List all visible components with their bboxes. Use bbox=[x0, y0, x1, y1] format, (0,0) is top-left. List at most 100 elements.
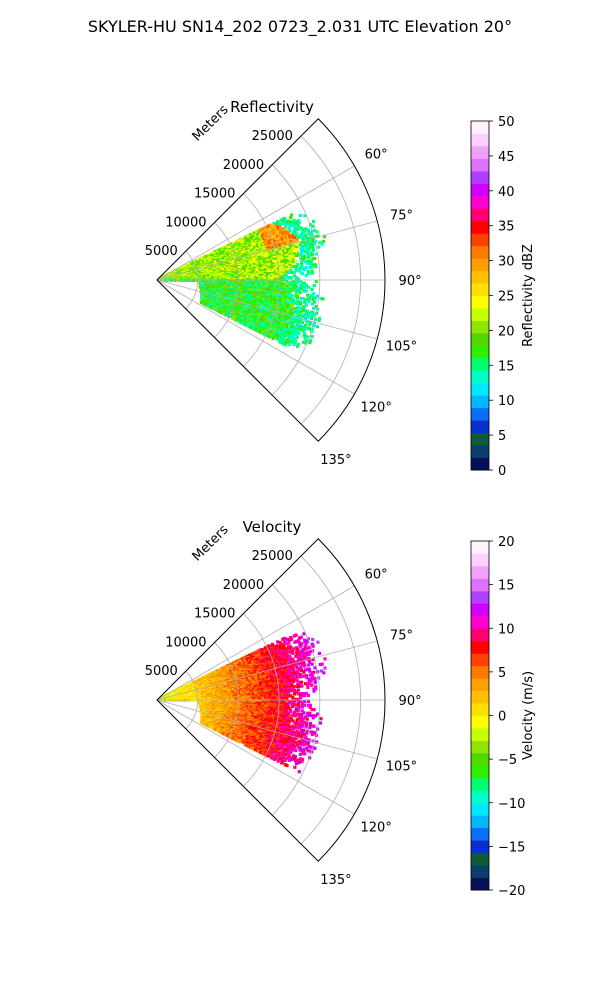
echo-gate bbox=[206, 304, 211, 308]
echo-gate bbox=[287, 283, 291, 287]
echo-gate bbox=[285, 248, 290, 252]
echo-gate bbox=[283, 324, 287, 329]
echo-gate bbox=[290, 315, 294, 319]
echo-gate bbox=[257, 264, 261, 268]
echo-gate bbox=[283, 343, 287, 347]
echo-gate bbox=[279, 233, 283, 238]
colorbar-swatch bbox=[471, 270, 489, 284]
echo-gate bbox=[279, 333, 283, 337]
echo-gate bbox=[282, 315, 286, 319]
echo-gate bbox=[310, 314, 314, 319]
echo-gate bbox=[281, 322, 285, 326]
echo-gate bbox=[296, 305, 300, 310]
echo-gate bbox=[302, 240, 306, 244]
echo-gate bbox=[215, 308, 219, 312]
echo-gate bbox=[279, 272, 283, 277]
echo-gate bbox=[246, 280, 250, 284]
echo-gate bbox=[311, 310, 315, 315]
echo-gate bbox=[279, 321, 284, 326]
echo-gate bbox=[307, 230, 311, 234]
echo-gate bbox=[306, 241, 310, 245]
echo-gate bbox=[248, 317, 252, 321]
echo-gate bbox=[279, 642, 283, 646]
echo-gate bbox=[279, 254, 283, 259]
azimuth-spoke bbox=[156, 220, 378, 281]
echo-gate bbox=[307, 237, 311, 241]
azimuth-spoke bbox=[156, 279, 378, 340]
echo-gate bbox=[297, 332, 301, 336]
echo-gate bbox=[285, 641, 289, 646]
echo-gate bbox=[288, 644, 292, 648]
echo-gate bbox=[281, 271, 285, 275]
echo-gate bbox=[311, 257, 315, 261]
echo-gate bbox=[233, 291, 237, 295]
echo-gate bbox=[286, 327, 290, 332]
echo-gate bbox=[253, 257, 257, 261]
echo-gate bbox=[228, 667, 232, 671]
echo-gate bbox=[296, 268, 300, 272]
echo-gate bbox=[289, 247, 293, 251]
echo-gate bbox=[201, 301, 205, 305]
echo-gate bbox=[283, 234, 288, 238]
echo-gate bbox=[296, 287, 301, 291]
echo-gate bbox=[312, 306, 316, 310]
echo-gate bbox=[278, 650, 282, 654]
echo-gate bbox=[219, 289, 224, 293]
echo-gate bbox=[267, 257, 271, 261]
echo-gate bbox=[281, 301, 285, 305]
echo-gate bbox=[307, 326, 311, 331]
echo-gate bbox=[270, 334, 274, 338]
echo-gate bbox=[219, 265, 223, 269]
echo-gate bbox=[294, 633, 298, 637]
echo-gate bbox=[298, 235, 302, 239]
echo-gate bbox=[298, 302, 303, 306]
echo-gate bbox=[286, 303, 291, 308]
echo-gate bbox=[280, 237, 284, 241]
echo-gate bbox=[282, 261, 286, 265]
echo-gate bbox=[293, 309, 297, 313]
colorbar-swatch bbox=[471, 145, 489, 159]
echo-gate bbox=[306, 251, 310, 255]
echo-gate bbox=[278, 266, 283, 270]
echo-gate bbox=[285, 274, 289, 278]
echo-gate bbox=[289, 254, 293, 259]
echo-gate bbox=[263, 285, 267, 289]
colorbar-swatch bbox=[471, 295, 489, 309]
echo-gate bbox=[278, 264, 282, 269]
echo-gate bbox=[304, 313, 308, 317]
echo-gate bbox=[309, 245, 313, 249]
echo-gate bbox=[282, 289, 287, 293]
echo-gate bbox=[296, 251, 300, 255]
azimuth-tick-label: 75° bbox=[390, 208, 413, 223]
colorbar-swatch bbox=[471, 245, 489, 259]
echo-gate bbox=[260, 249, 264, 254]
echo-gate bbox=[278, 340, 282, 344]
radial-tick-label: 20000 bbox=[223, 158, 264, 173]
echo-gate bbox=[307, 297, 311, 301]
echo-gate bbox=[283, 338, 287, 343]
echo-gate bbox=[286, 249, 290, 254]
echo-gate bbox=[275, 281, 279, 285]
echo-gate bbox=[300, 264, 304, 268]
echo-gate bbox=[292, 270, 297, 274]
echo-gate bbox=[298, 328, 302, 332]
echo-gate bbox=[304, 243, 309, 248]
echo-gate bbox=[312, 313, 317, 317]
echo-gate bbox=[289, 297, 294, 301]
echo-gate bbox=[286, 251, 290, 255]
echo-gate bbox=[291, 340, 295, 344]
echo-gate bbox=[289, 258, 293, 262]
echo-gate bbox=[298, 642, 302, 646]
echo-gate bbox=[289, 270, 293, 275]
echo-gate bbox=[291, 323, 295, 328]
echo-gate bbox=[291, 651, 295, 655]
echo-gate bbox=[245, 323, 249, 327]
echo-gate bbox=[285, 233, 289, 237]
echo-gate bbox=[231, 265, 235, 270]
echo-gate bbox=[247, 238, 251, 242]
echo-gate bbox=[296, 266, 300, 270]
colorbar-swatch bbox=[471, 407, 489, 421]
echo-gate bbox=[302, 285, 306, 289]
colorbar-swatch bbox=[471, 121, 489, 134]
echo-gate bbox=[307, 261, 312, 265]
